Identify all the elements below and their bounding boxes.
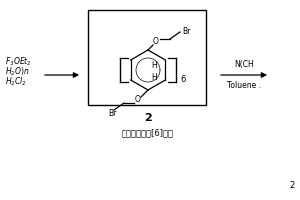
Text: N(CH: N(CH — [234, 60, 254, 70]
Text: Br: Br — [182, 27, 190, 36]
Text: 6: 6 — [180, 75, 185, 84]
Text: $H_2O)n$: $H_2O)n$ — [5, 66, 30, 78]
Bar — [88, 10, 206, 105]
Text: H: H — [151, 72, 157, 82]
Text: Toluene .: Toluene . — [227, 80, 261, 90]
Text: $F_3OEt_2$: $F_3OEt_2$ — [5, 56, 32, 68]
Text: 對溨乙氧基柱[6]芳烴: 對溨乙氧基柱[6]芳烴 — [122, 129, 174, 138]
Text: Br: Br — [108, 108, 116, 117]
Text: O: O — [153, 38, 159, 46]
Text: 2: 2 — [290, 181, 295, 190]
Text: 2: 2 — [144, 113, 152, 123]
Text: H: H — [151, 60, 157, 70]
Text: O: O — [135, 96, 141, 104]
Text: $H_2Cl_2$: $H_2Cl_2$ — [5, 76, 27, 88]
